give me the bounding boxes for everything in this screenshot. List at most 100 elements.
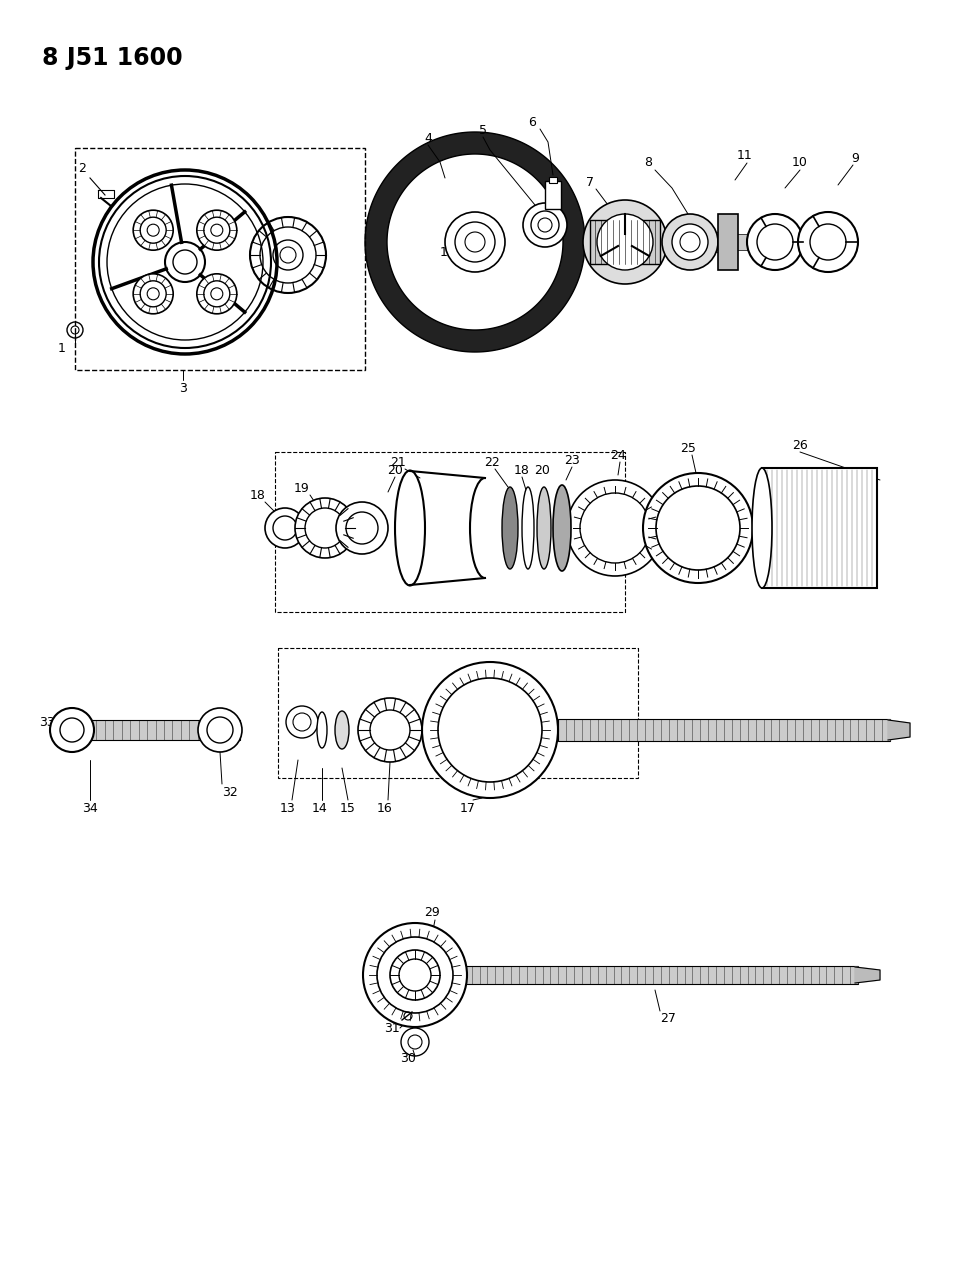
- Bar: [448, 966, 858, 984]
- Circle shape: [672, 224, 708, 260]
- Text: 3: 3: [179, 381, 187, 395]
- Text: 34: 34: [82, 801, 98, 814]
- Text: 6: 6: [528, 116, 536, 129]
- Circle shape: [286, 706, 318, 738]
- Circle shape: [567, 480, 663, 576]
- Circle shape: [445, 211, 505, 273]
- Text: 8 J51 1600: 8 J51 1600: [42, 46, 183, 70]
- Circle shape: [656, 485, 740, 569]
- Polygon shape: [888, 720, 910, 740]
- Text: 11: 11: [737, 149, 753, 162]
- Text: 13: 13: [280, 801, 295, 814]
- Circle shape: [197, 210, 237, 250]
- Circle shape: [204, 280, 229, 307]
- Circle shape: [336, 502, 388, 554]
- Text: 30: 30: [400, 1051, 416, 1065]
- Bar: [590, 220, 660, 264]
- Circle shape: [422, 662, 558, 798]
- Text: 29: 29: [424, 906, 440, 919]
- Bar: [716, 234, 831, 250]
- Circle shape: [438, 678, 542, 782]
- Circle shape: [293, 713, 311, 731]
- Bar: [88, 720, 240, 740]
- Text: 10: 10: [793, 155, 808, 168]
- Text: 18: 18: [514, 464, 530, 476]
- Circle shape: [370, 710, 410, 750]
- Circle shape: [133, 210, 173, 250]
- Text: 24: 24: [610, 448, 626, 461]
- Circle shape: [363, 922, 467, 1027]
- Circle shape: [643, 473, 753, 583]
- Circle shape: [810, 224, 846, 260]
- Circle shape: [50, 708, 94, 752]
- Ellipse shape: [317, 712, 327, 748]
- Text: 18: 18: [250, 488, 266, 502]
- Circle shape: [455, 222, 495, 262]
- Circle shape: [204, 217, 229, 243]
- Text: 31: 31: [384, 1022, 400, 1034]
- Circle shape: [273, 516, 297, 540]
- Circle shape: [60, 719, 84, 741]
- Circle shape: [757, 224, 793, 260]
- Bar: [549, 177, 557, 183]
- Ellipse shape: [553, 485, 571, 571]
- Text: 2: 2: [78, 162, 86, 175]
- Ellipse shape: [537, 487, 551, 569]
- Bar: [762, 468, 877, 589]
- Text: 1: 1: [58, 341, 66, 354]
- Circle shape: [305, 508, 345, 548]
- Circle shape: [133, 274, 173, 313]
- Bar: [660, 232, 728, 252]
- Circle shape: [207, 717, 233, 743]
- Text: 15: 15: [340, 801, 356, 814]
- Text: 22: 22: [484, 456, 500, 469]
- Bar: [545, 181, 561, 209]
- Bar: [558, 719, 890, 741]
- Circle shape: [265, 508, 305, 548]
- Text: 4: 4: [424, 131, 432, 144]
- Circle shape: [531, 211, 559, 240]
- Circle shape: [197, 274, 237, 313]
- Circle shape: [798, 211, 858, 273]
- Circle shape: [358, 698, 422, 762]
- Ellipse shape: [752, 468, 772, 589]
- Text: 25: 25: [680, 442, 696, 455]
- Bar: [718, 214, 738, 270]
- Circle shape: [583, 200, 667, 284]
- Circle shape: [523, 203, 567, 247]
- Bar: [278, 648, 638, 778]
- Circle shape: [747, 214, 803, 270]
- Circle shape: [346, 512, 378, 544]
- Circle shape: [141, 280, 166, 307]
- Text: 21: 21: [390, 456, 406, 469]
- Text: 8: 8: [644, 155, 652, 168]
- Polygon shape: [855, 967, 880, 984]
- PathPatch shape: [365, 132, 585, 352]
- Text: 33: 33: [39, 716, 54, 729]
- Ellipse shape: [395, 470, 425, 586]
- Text: 27: 27: [660, 1012, 676, 1024]
- Ellipse shape: [522, 487, 534, 569]
- Text: 20: 20: [387, 464, 402, 476]
- Circle shape: [580, 493, 650, 563]
- Circle shape: [662, 214, 718, 270]
- Circle shape: [390, 950, 440, 1000]
- Text: 26: 26: [793, 438, 808, 451]
- Text: 12: 12: [440, 246, 456, 259]
- Text: 14: 14: [312, 801, 328, 814]
- Circle shape: [399, 959, 431, 991]
- Text: 23: 23: [564, 454, 580, 466]
- Bar: [75, 148, 365, 369]
- Text: 19: 19: [294, 482, 310, 494]
- Text: 7: 7: [586, 176, 594, 189]
- Text: 9: 9: [851, 152, 858, 164]
- Text: 17: 17: [460, 801, 476, 814]
- Circle shape: [141, 217, 166, 243]
- Circle shape: [295, 498, 355, 558]
- Circle shape: [198, 708, 242, 752]
- Bar: [275, 452, 625, 612]
- Circle shape: [597, 214, 653, 270]
- Text: 5: 5: [479, 124, 487, 136]
- Text: 20: 20: [534, 464, 550, 476]
- Text: 16: 16: [377, 801, 393, 814]
